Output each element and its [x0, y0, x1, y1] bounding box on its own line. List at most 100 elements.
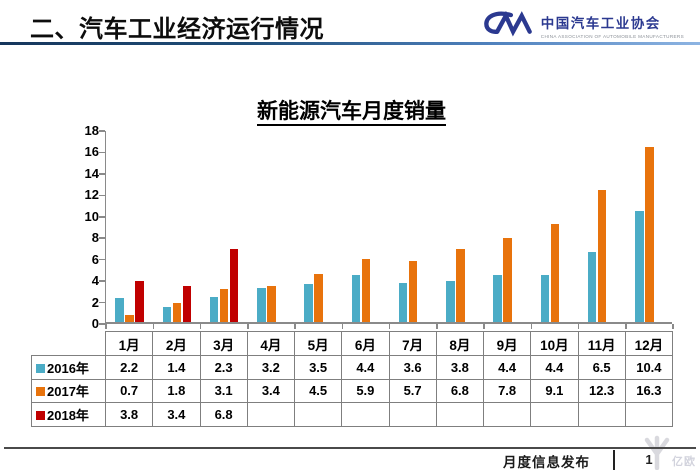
- legend-label-2016年: 2016年: [47, 360, 89, 376]
- org-name-en: CHINA ASSOCIATION OF AUTOMOBILE MANUFACT…: [540, 33, 684, 39]
- bar-2017年-8月: [456, 249, 465, 322]
- bar-2016年-4月: [257, 287, 266, 322]
- value-cell-2017年-7月: 5.7: [388, 378, 437, 403]
- value-cell-2016年-7月: 3.6: [388, 355, 437, 380]
- y-axis-tick-mark: [99, 237, 105, 239]
- caam-monogram-icon: [482, 8, 534, 43]
- y-axis-tick-mark: [99, 194, 105, 197]
- value-cell-2018年-8月: [435, 402, 485, 427]
- value-cell-2016年-3月: 2.3: [199, 355, 248, 380]
- y-axis-tick-label: 0: [91, 316, 99, 331]
- legend-label-2018年: 2018年: [47, 407, 89, 423]
- value-cell-2017年-1月: 0.7: [104, 378, 154, 403]
- bar-group-12月: [626, 131, 673, 322]
- value-cell-2016年-10月: 4.4: [530, 355, 579, 380]
- x-axis-tick-mark: [341, 324, 343, 329]
- month-header-cell: 3月: [199, 331, 248, 356]
- bar-2016年-6月: [351, 274, 361, 322]
- y-axis-tick-label: 8: [91, 230, 99, 246]
- value-cell-2016年-8月: 3.8: [435, 355, 485, 380]
- x-axis-tick-mark: [105, 324, 107, 329]
- legend-label-2017年: 2017年: [47, 384, 89, 400]
- table-corner-cell: [32, 332, 106, 356]
- month-header-cell: 10月: [530, 331, 579, 356]
- month-header-cell: 7月: [388, 331, 437, 356]
- value-cell-2016年-4月: 3.2: [246, 355, 296, 380]
- series-row-2017年: 2017年 0.7 1.8 3.1 3.4 4.5 5.9 5.7 6.8 7.8 9.1 12.3 1…: [31, 378, 674, 403]
- month-header-cell: 4月: [246, 331, 296, 356]
- bar-2017年-6月: [361, 258, 371, 322]
- bar-group-11月: [579, 131, 626, 322]
- y-axis-tick-mark: [99, 258, 105, 261]
- bar-2017年-5月: [314, 273, 323, 322]
- y-axis-tick-label: 4: [91, 273, 99, 289]
- x-axis-tick-mark: [199, 324, 202, 329]
- bar-group-7月: [390, 131, 437, 322]
- value-cell-2016年-2月: 1.4: [152, 355, 201, 380]
- y-axis-tick-mark: [99, 280, 105, 282]
- chart-plot-area: [99, 130, 674, 329]
- bar-2016年-9月: [493, 274, 502, 322]
- chart-title: 新能源汽车月度销量: [31, 95, 672, 126]
- value-cell-2016年-11月: 6.5: [577, 355, 626, 380]
- legend-cell-2016年: 2016年: [31, 355, 106, 380]
- bar-2018年-2月: [182, 285, 192, 322]
- y-axis-tick-label: 16: [84, 144, 99, 160]
- header-divider-rule: [0, 42, 700, 45]
- value-cell-2016年-12月: 10.4: [624, 355, 674, 380]
- y-axis-tick-mark: [99, 173, 105, 175]
- month-header-cell: 1月: [104, 331, 154, 356]
- y-axis-tick-mark: [99, 216, 105, 218]
- value-cell-2018年-7月: [388, 402, 437, 427]
- bar-2017年-11月: [597, 190, 607, 322]
- month-header-cell: 6月: [341, 331, 390, 356]
- y-axis-tick-label: 6: [91, 251, 99, 267]
- bar-group-9月: [484, 131, 531, 322]
- series-row-2016年: 2016年 2.2 1.4 2.3 3.2 3.5 4.4 3.6 3.8 4.4 4.4 6.5 10…: [31, 355, 674, 380]
- y-axis-tick-mark: [99, 130, 105, 132]
- value-cell-2017年-12月: 16.3: [624, 378, 674, 403]
- y-axis-labels: 0 2 4 6 8 10 12 14 16 18: [55, 124, 99, 331]
- org-logo: 中国汽车工业协会 CHINA ASSOCIATION OF AUTOMOBILE…: [482, 8, 684, 43]
- value-cell-2016年-9月: 4.4: [482, 355, 532, 380]
- bar-group-3月: [201, 131, 248, 322]
- bar-2016年-2月: [162, 307, 172, 322]
- x-axis-tick-mark: [530, 324, 532, 329]
- legend-swatch-2018年: [36, 410, 45, 420]
- org-name-cn: 中国汽车工业协会: [540, 16, 661, 32]
- value-cell-2016年-5月: 3.5: [293, 355, 343, 380]
- bar-2016年-3月: [209, 297, 219, 322]
- page-number: 1: [645, 452, 653, 467]
- value-cell-2017年-10月: 9.1: [530, 378, 579, 403]
- footer-label: 月度信息发布: [503, 455, 590, 470]
- month-header-cell: 5月: [293, 331, 343, 356]
- bar-group-2月: [153, 131, 200, 322]
- value-cell-2017年-11月: 12.3: [577, 378, 626, 403]
- y-axis-tick-label: 14: [84, 165, 99, 181]
- value-cell-2018年-10月: [530, 402, 579, 427]
- bar-2016年-10月: [540, 274, 550, 322]
- bar-group-1月: [106, 131, 153, 322]
- bar-2016年-11月: [587, 252, 597, 322]
- legend-cell-2018年: 2018年: [31, 402, 106, 427]
- bar-2017年-1月: [125, 314, 134, 322]
- value-cell-2017年-8月: 6.8: [435, 378, 485, 403]
- value-cell-2017年-4月: 3.4: [246, 378, 296, 403]
- value-cell-2018年-1月: 3.8: [104, 402, 154, 427]
- bar-group-4月: [248, 131, 295, 322]
- bar-2016年-8月: [446, 281, 455, 322]
- x-axis-tick-mark: [388, 324, 391, 329]
- value-cell-2017年-5月: 4.5: [293, 378, 343, 403]
- legend-cell-2017年: 2017年: [31, 378, 106, 403]
- x-axis-tick-mark: [483, 324, 485, 329]
- value-cell-2017年-3月: 3.1: [199, 378, 248, 403]
- y-axis-tick-label: 2: [91, 294, 99, 310]
- data-table: 1月 2月 3月 4月 5月 6月 7月 8月 9月 10月 11月 12月 2016年 2.2 1.4 2.…: [31, 331, 674, 427]
- x-axis-tick-mark: [577, 324, 580, 329]
- bar-2017年-3月: [219, 288, 229, 322]
- month-header-cell: 9月: [482, 331, 532, 356]
- month-header-cell: 12月: [624, 331, 674, 356]
- footer-rule: [4, 447, 696, 449]
- bar-2018年-1月: [135, 281, 144, 322]
